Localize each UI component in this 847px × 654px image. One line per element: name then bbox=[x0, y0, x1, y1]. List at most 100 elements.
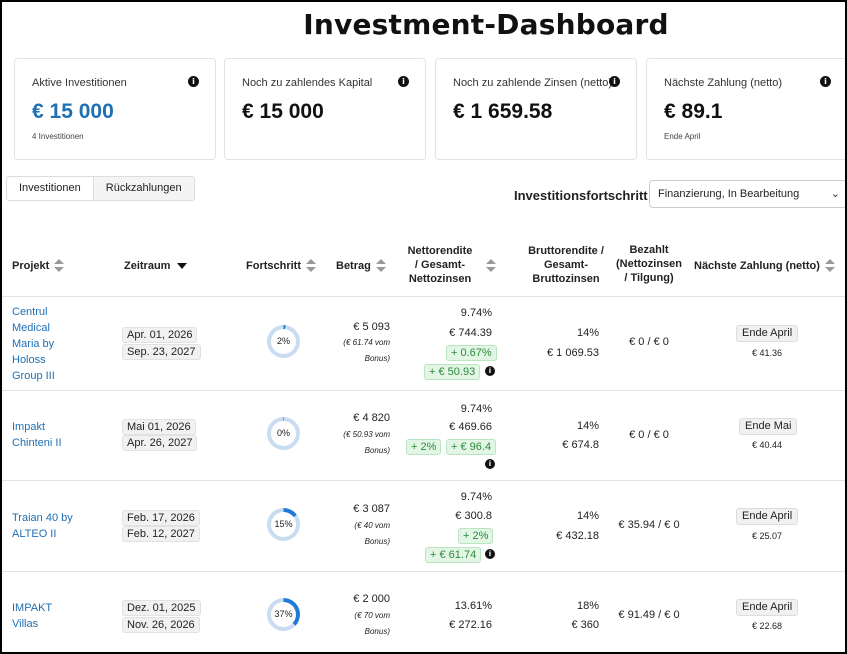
bonus-rate-badge: + 0.67% bbox=[446, 345, 497, 361]
bonus-note: (€ 61.74 vom bbox=[343, 338, 390, 347]
net-rate: 9.74% bbox=[460, 491, 492, 503]
bonus-note: Bonus) bbox=[364, 537, 390, 546]
amount: € 3 087 bbox=[353, 503, 390, 515]
col-header-bruttorendite: Bruttorendite / Gesamt- Bruttozinsen bbox=[518, 244, 614, 286]
col-header-projekt[interactable]: Projekt bbox=[12, 259, 65, 273]
progress-ring: 2% bbox=[267, 325, 300, 358]
tab-investments[interactable]: Investitionen bbox=[7, 177, 94, 200]
gross-total: € 432.18 bbox=[556, 530, 599, 542]
net-total: € 744.39 bbox=[449, 327, 492, 339]
card-active-investments: Aktive Investitionen i € 15 000 4 Invest… bbox=[14, 58, 216, 160]
card-sub: 4 Investitionen bbox=[32, 132, 84, 141]
start-date: Dez. 01, 2025 bbox=[122, 600, 201, 616]
sort-icon bbox=[375, 259, 386, 273]
bonus-note: (€ 70 vom bbox=[354, 611, 390, 620]
info-icon[interactable]: i bbox=[485, 549, 495, 559]
end-date: Feb. 12, 2027 bbox=[122, 526, 200, 542]
end-date: Sep. 23, 2027 bbox=[122, 344, 201, 360]
paid-value: € 35.94 / € 0 bbox=[618, 519, 680, 531]
card-remaining-interest: Noch zu zahlende Zinsen (netto) i € 1 65… bbox=[435, 58, 637, 160]
chevron-down-icon: ⌄ bbox=[830, 188, 840, 200]
end-date: Apr. 26, 2027 bbox=[122, 435, 198, 451]
col-header-label: / Tilgung) bbox=[624, 272, 674, 284]
paid-value: € 0 / € 0 bbox=[629, 429, 669, 441]
col-header-bezahlt: Bezahlt (Nettozinsen / Tilgung) bbox=[614, 243, 684, 285]
info-icon[interactable]: i bbox=[609, 76, 620, 87]
bonus-rate-badge: + 2% bbox=[458, 528, 494, 544]
next-payment-amount: € 22.68 bbox=[751, 621, 783, 631]
gross-rate: 18% bbox=[576, 600, 599, 612]
progress-ring: 15% bbox=[267, 508, 300, 541]
project-link[interactable]: IMPAKT Villas bbox=[12, 600, 52, 632]
bonus-note: Bonus) bbox=[364, 446, 390, 455]
col-header-label: (Nettozinsen bbox=[616, 258, 682, 270]
project-name-line: ALTEO II bbox=[12, 528, 57, 540]
start-date: Mai 01, 2026 bbox=[122, 419, 196, 435]
col-header-nettorendite[interactable]: Nettorendite / Gesamt- Nettozinsen bbox=[402, 244, 478, 286]
card-value: € 1 659.58 bbox=[453, 100, 553, 123]
gross-total: € 674.8 bbox=[562, 439, 599, 451]
bonus-amount-badge: + € 61.74 bbox=[425, 547, 482, 563]
next-payment-badge: Ende Mai bbox=[739, 418, 798, 435]
next-payment-badge: Ende April bbox=[736, 599, 799, 616]
bonus-note: (€ 50.93 vom bbox=[343, 430, 390, 439]
col-header-betrag[interactable]: Betrag bbox=[336, 259, 386, 273]
project-link[interactable]: Impakt Chinteni II bbox=[12, 419, 62, 451]
info-icon[interactable]: i bbox=[398, 76, 409, 87]
gross-total: € 1 069.53 bbox=[547, 347, 599, 359]
net-rate: 9.74% bbox=[460, 403, 492, 415]
col-header-zeitraum[interactable]: Zeitraum bbox=[124, 259, 188, 273]
amount: € 4 820 bbox=[353, 412, 390, 424]
card-remaining-capital: Noch zu zahlendes Kapital i € 15 000 bbox=[224, 58, 426, 160]
gross-rate: 14% bbox=[576, 420, 599, 432]
bonus-amount-badge: + € 96.4 bbox=[446, 439, 497, 455]
bonus-note: Bonus) bbox=[364, 627, 390, 636]
info-icon[interactable]: i bbox=[820, 76, 831, 87]
next-payment-badge: Ende April bbox=[736, 325, 799, 342]
col-header-label: Fortschritt bbox=[246, 260, 301, 272]
gross-rate: 14% bbox=[576, 510, 599, 522]
amount: € 5 093 bbox=[353, 321, 390, 333]
progress-value: 37% bbox=[271, 602, 296, 627]
progress-value: 2% bbox=[271, 329, 296, 354]
project-link[interactable]: Traian 40 by ALTEO II bbox=[12, 510, 73, 542]
sort-icon[interactable] bbox=[486, 259, 496, 273]
card-label: Nächste Zahlung (netto) bbox=[664, 77, 783, 89]
start-date: Apr. 01, 2026 bbox=[122, 327, 198, 343]
tab-repayments[interactable]: Rückzahlungen bbox=[105, 182, 182, 194]
net-rate: 13.61% bbox=[454, 600, 492, 612]
net-total: € 469.66 bbox=[449, 421, 492, 433]
project-name-line: Villas bbox=[12, 618, 39, 630]
col-header-fortschritt[interactable]: Fortschritt bbox=[246, 259, 316, 273]
card-label: Noch zu zahlende Zinsen (netto) bbox=[453, 77, 612, 89]
project-name-line: Maria by bbox=[12, 338, 55, 350]
paid-value: € 91.49 / € 0 bbox=[618, 609, 680, 621]
next-payment-badge: Ende April bbox=[736, 508, 799, 525]
progress-ring: 37% bbox=[267, 598, 300, 631]
gross-total: € 360 bbox=[571, 619, 599, 631]
card-next-payment: Nächste Zahlung (netto) i € 89.1 Ende Ap… bbox=[646, 58, 845, 160]
project-link[interactable]: Centrul Medical Maria by Holoss Group II… bbox=[12, 304, 55, 384]
bonus-note: (€ 40 vom bbox=[354, 521, 390, 530]
start-date: Feb. 17, 2026 bbox=[122, 510, 200, 526]
card-label: Noch zu zahlendes Kapital bbox=[242, 77, 373, 89]
col-header-label: Bezahlt bbox=[629, 244, 669, 256]
bonus-amount-badge: + € 50.93 bbox=[424, 364, 481, 380]
info-icon[interactable]: i bbox=[485, 459, 495, 469]
card-value: € 15 000 bbox=[242, 100, 324, 123]
progress-filter-select[interactable]: Finanzierung, In Bearbeitung ⌄ bbox=[649, 180, 845, 208]
divider bbox=[2, 390, 845, 391]
card-label: Aktive Investitionen bbox=[32, 77, 127, 89]
next-payment-amount: € 41.36 bbox=[751, 348, 783, 358]
info-icon[interactable]: i bbox=[188, 76, 199, 87]
sort-desc-icon bbox=[177, 263, 188, 270]
col-header-naechste-zahlung[interactable]: Nächste Zahlung (netto) bbox=[694, 259, 835, 273]
divider bbox=[2, 480, 845, 481]
sort-icon bbox=[306, 259, 316, 273]
project-name-line: IMPAKT bbox=[12, 602, 53, 614]
gross-rate: 14% bbox=[576, 327, 599, 339]
net-rate: 9.74% bbox=[460, 307, 492, 319]
project-name-line: Group III bbox=[12, 370, 55, 382]
info-icon[interactable]: i bbox=[485, 366, 495, 376]
